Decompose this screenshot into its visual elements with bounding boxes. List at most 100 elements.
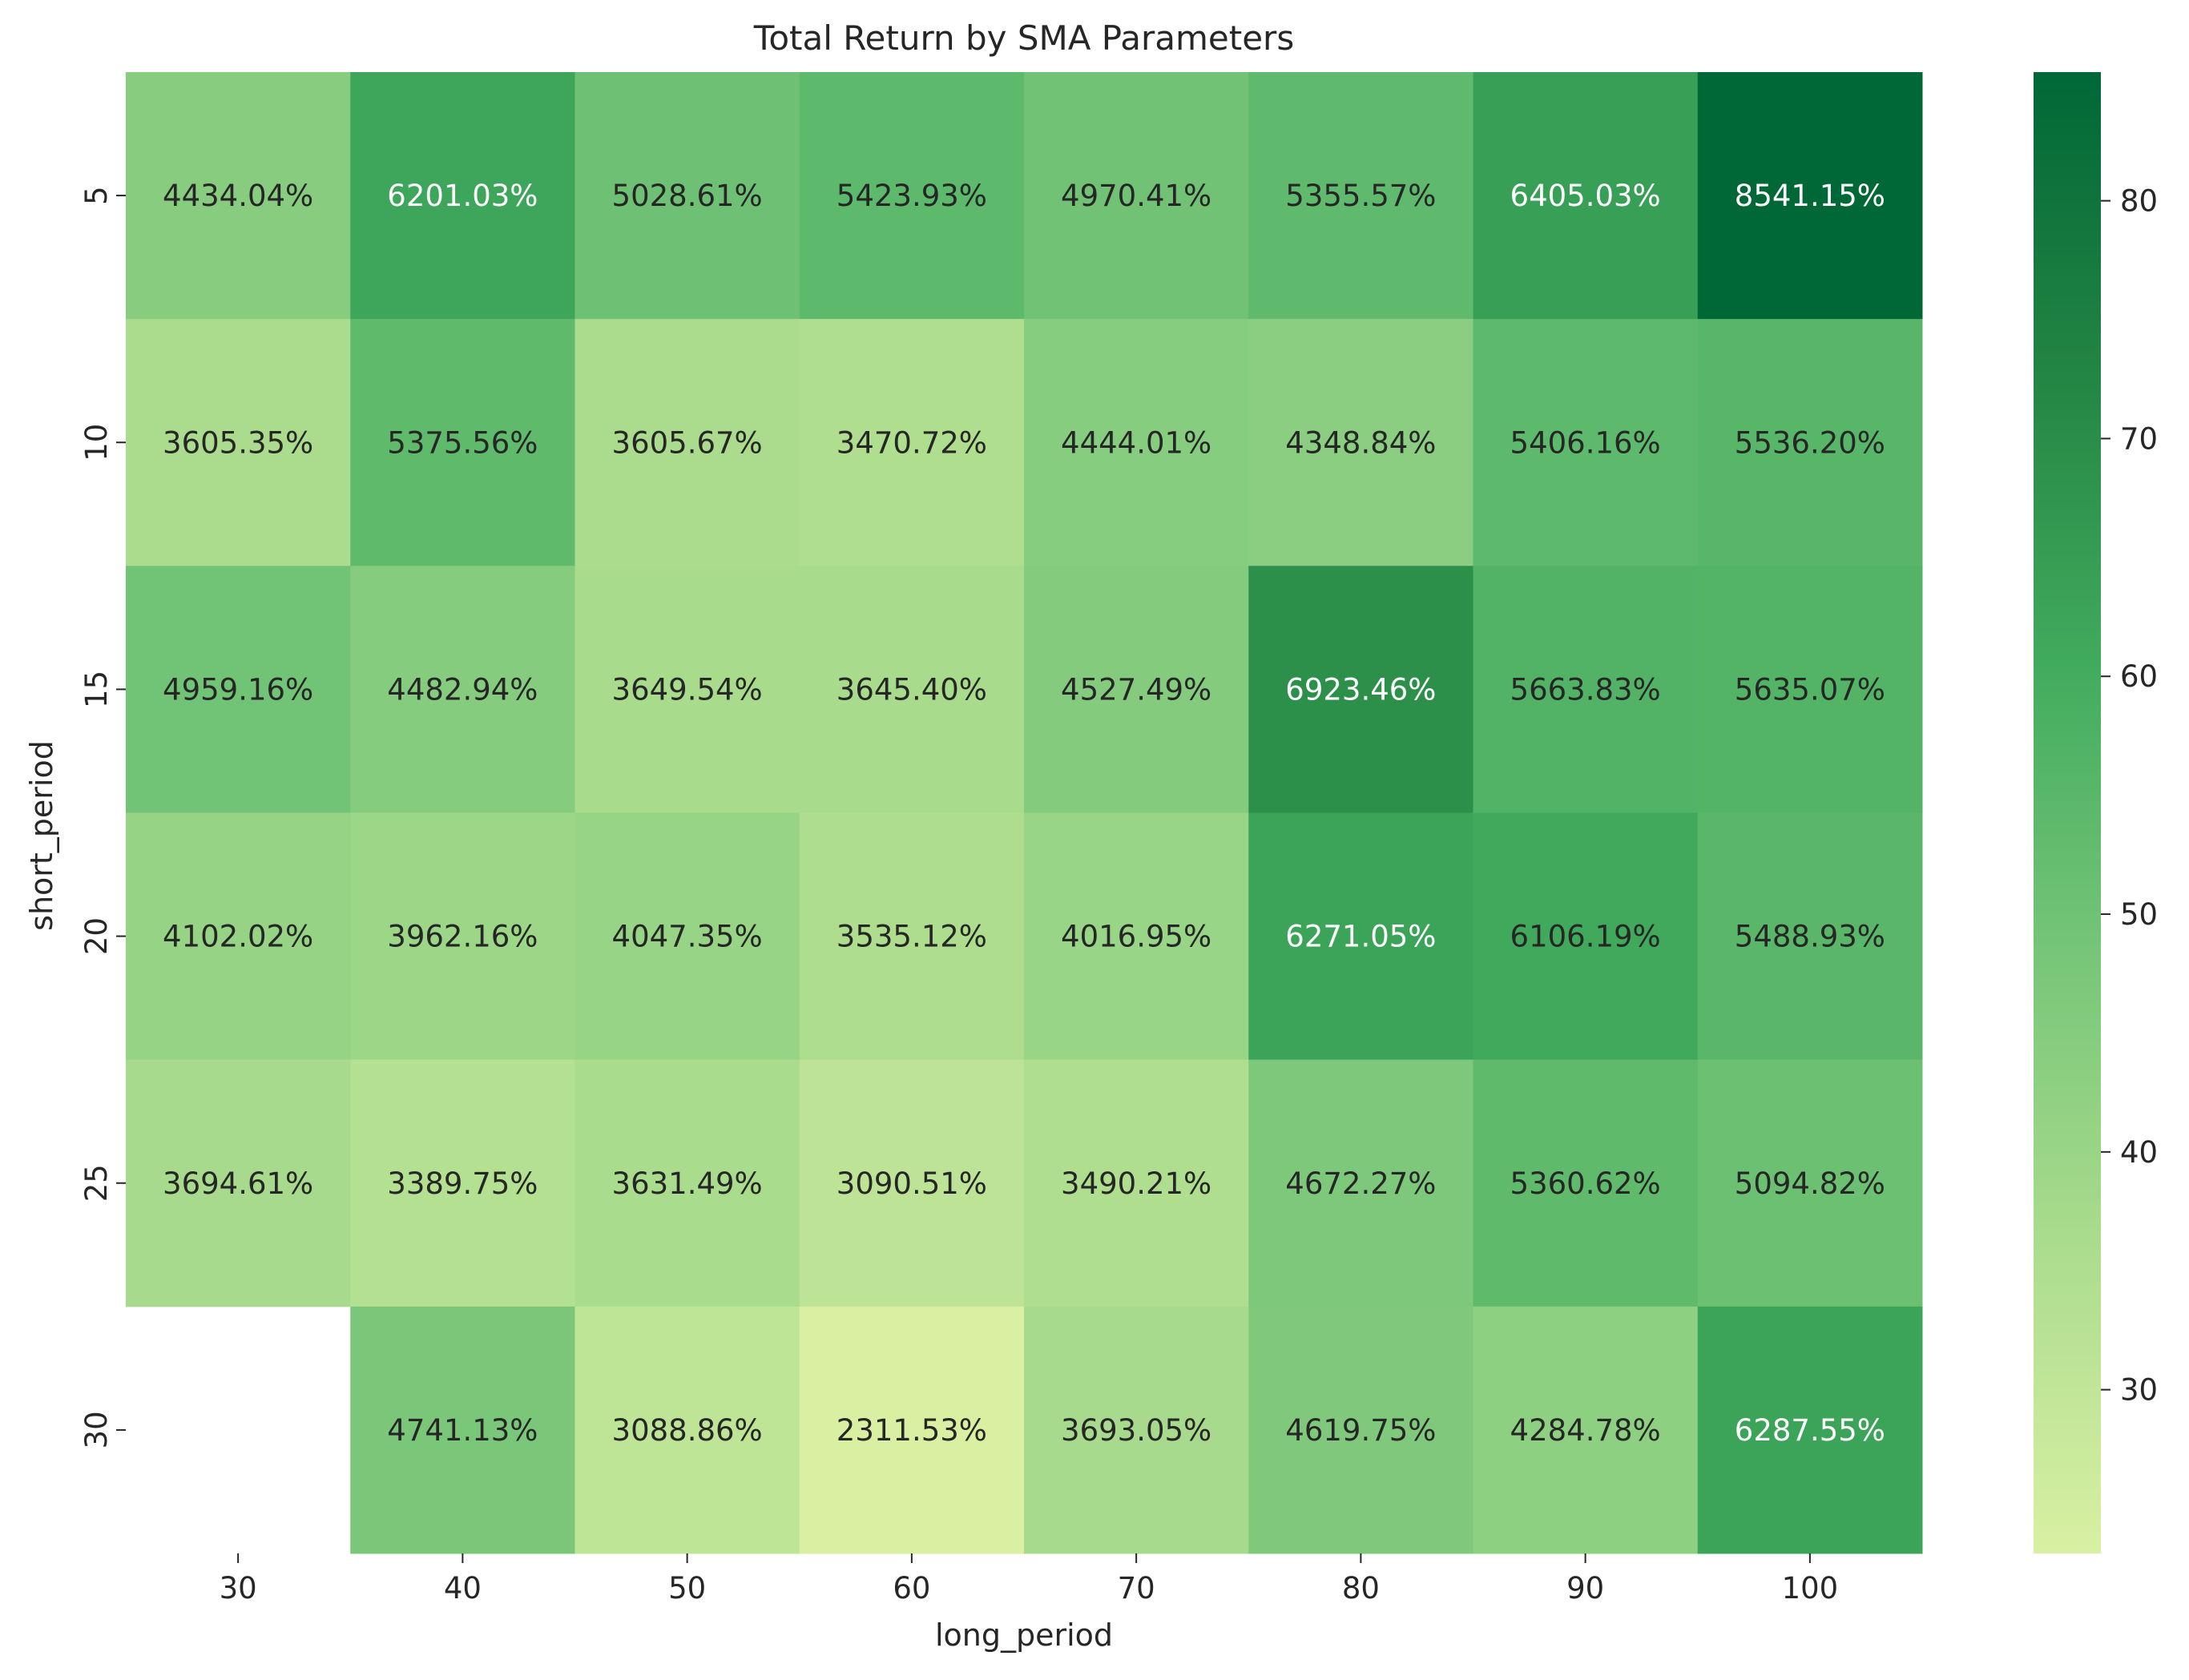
heatmap-cell <box>1473 72 1699 320</box>
heatmap-cell <box>1697 72 1923 320</box>
cell-annotation: 3645.40% <box>836 672 987 707</box>
cell-annotation: 3693.05% <box>1061 1413 1211 1448</box>
heatmap-cell <box>350 1306 575 1554</box>
cell-annotation: 5360.62% <box>1510 1166 1661 1201</box>
cell-annotation: 2311.53% <box>836 1413 987 1448</box>
y-tick-label: 20 <box>79 917 114 955</box>
heatmap-cell <box>574 566 800 813</box>
cell-annotation: 3605.35% <box>163 425 313 460</box>
cell-annotation: 5028.61% <box>612 179 763 213</box>
cell-annotation: 3631.49% <box>612 1166 763 1201</box>
x-tick-label: 70 <box>1118 1571 1155 1605</box>
heatmap-cell <box>126 566 351 813</box>
cell-annotation: 3649.54% <box>612 672 763 707</box>
colorbar-gradient <box>2034 72 2101 1553</box>
colorbar-tick-label: 80 <box>2120 184 2158 219</box>
cell-annotation: 5355.57% <box>1285 179 1436 213</box>
heatmap-cell <box>1473 319 1699 566</box>
y-axis-label: short_period <box>24 740 59 931</box>
heatmap-cell <box>1248 1306 1473 1554</box>
cell-annotation: 3490.21% <box>1061 1166 1211 1201</box>
cell-annotation: 4482.94% <box>387 672 538 707</box>
y-tick-label: 25 <box>79 1164 114 1202</box>
cell-annotation: 5406.16% <box>1510 425 1661 460</box>
heatmap-cell <box>1697 566 1923 813</box>
x-tick-label: 40 <box>444 1571 482 1605</box>
cell-annotation: 3088.86% <box>612 1413 763 1448</box>
cell-annotation: 5536.20% <box>1735 425 1885 460</box>
colorbar-ticks: 30 40 50 60 70 80 <box>2101 184 2158 1408</box>
cell-annotation: 8541.15% <box>1735 179 1885 213</box>
heatmap-cell <box>574 1059 800 1307</box>
cell-annotation: 4016.95% <box>1061 920 1211 954</box>
heatmap-cell <box>1248 319 1473 566</box>
colorbar-tick-label: 40 <box>2120 1135 2158 1170</box>
heatmap-cell <box>1697 319 1923 566</box>
heatmap-cell <box>1473 1306 1699 1554</box>
heatmap-cell <box>126 812 351 1061</box>
cell-annotation: 4672.27% <box>1285 1166 1436 1201</box>
x-axis-label: long_period <box>935 1618 1113 1653</box>
heatmap-cell <box>1024 812 1249 1061</box>
y-tick-label: 30 <box>79 1411 114 1448</box>
x-axis: 30 40 50 60 70 80 90 100 <box>220 1553 1838 1605</box>
heatmap-cell <box>1473 566 1699 813</box>
heatmap-cell <box>1024 1059 1249 1307</box>
cell-annotation: 4959.16% <box>163 672 313 707</box>
cell-annotations: 4434.04% 6201.03% 5028.61% 5423.93% 4970.41%… <box>163 179 1885 1448</box>
colorbar: 30 40 50 60 70 80 <box>2034 72 2158 1553</box>
cell-annotation: 4047.35% <box>612 920 763 954</box>
heatmap-cell <box>126 1059 351 1307</box>
cell-annotation: 6923.46% <box>1285 672 1436 707</box>
heatmap-cell <box>574 1306 800 1554</box>
heatmap-cell <box>1024 319 1249 566</box>
cell-annotation: 6201.03% <box>387 179 538 213</box>
cell-annotation: 4741.13% <box>387 1413 538 1448</box>
cell-annotation: 3470.72% <box>836 425 987 460</box>
cell-annotation: 4444.01% <box>1061 425 1211 460</box>
heatmap-cell <box>799 1059 1025 1307</box>
heatmap-cell <box>799 1306 1025 1554</box>
heatmap-cell <box>574 812 800 1061</box>
cell-annotation: 4102.02% <box>163 920 313 954</box>
heatmap-cell <box>1248 566 1473 813</box>
y-tick-label: 15 <box>79 671 114 708</box>
cell-annotation: 6106.19% <box>1510 920 1661 954</box>
heatmap-cell <box>799 319 1025 566</box>
cell-annotation: 5635.07% <box>1735 672 1885 707</box>
cell-annotation: 3535.12% <box>836 920 987 954</box>
heatmap-cell <box>1697 1059 1923 1307</box>
cell-annotation: 3605.67% <box>612 425 763 460</box>
cell-annotation: 6405.03% <box>1510 179 1661 213</box>
chart-title: Total Return by SMA Parameters <box>753 18 1294 58</box>
heatmap-cell <box>799 812 1025 1061</box>
heatmap-cell <box>1024 1306 1249 1554</box>
x-tick-label: 80 <box>1342 1571 1380 1605</box>
cell-annotation: 4970.41% <box>1061 179 1211 213</box>
y-tick-label: 5 <box>79 186 114 205</box>
heatmap-cell <box>350 566 575 813</box>
heatmap-cell <box>350 1059 575 1307</box>
x-tick-label: 50 <box>668 1571 706 1605</box>
heatmap-cell <box>1024 72 1249 320</box>
cell-annotation: 3962.16% <box>387 920 538 954</box>
heatmap-cells <box>126 72 1923 1554</box>
y-axis: 5 10 15 20 25 30 <box>79 186 126 1448</box>
colorbar-tick-label: 70 <box>2120 421 2158 456</box>
cell-annotation: 3389.75% <box>387 1166 538 1201</box>
x-tick-label: 90 <box>1566 1571 1604 1605</box>
cell-annotation: 4527.49% <box>1061 672 1211 707</box>
cell-annotation: 6271.05% <box>1285 920 1436 954</box>
colorbar-tick-label: 30 <box>2120 1373 2158 1408</box>
colorbar-tick-label: 50 <box>2120 897 2158 932</box>
heatmap-cell <box>799 72 1025 320</box>
cell-annotation: 4619.75% <box>1285 1413 1436 1448</box>
cell-annotation: 6287.55% <box>1735 1413 1885 1448</box>
heatmap-cell <box>1248 1059 1473 1307</box>
cell-annotation: 4434.04% <box>163 179 313 213</box>
cell-annotation: 5488.93% <box>1735 920 1885 954</box>
x-tick-label: 30 <box>220 1571 257 1605</box>
cell-annotation: 4348.84% <box>1285 425 1436 460</box>
heatmap-cell <box>574 72 800 320</box>
heatmap-cell <box>1248 72 1473 320</box>
